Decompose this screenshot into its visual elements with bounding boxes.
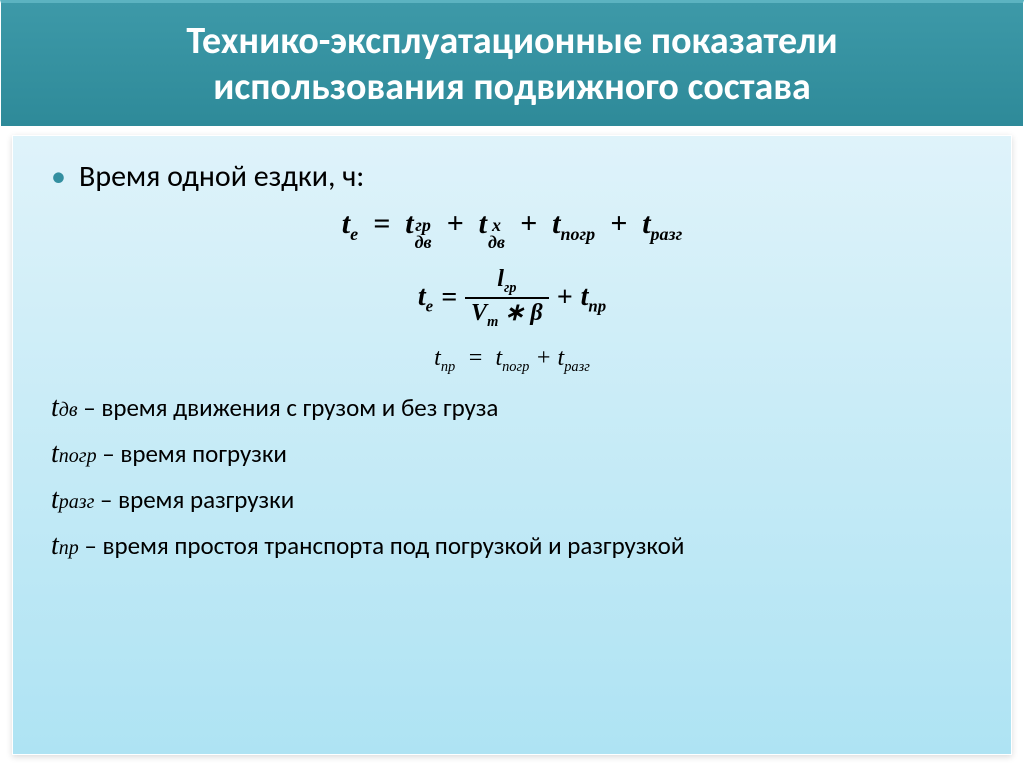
- definitions-list: tдв – время движения с грузом и без груз…: [51, 392, 973, 562]
- formula-block: tе = tгрдв + txдв + tпогр + tразг tе = l…: [51, 207, 973, 376]
- fraction: lгр Vт ∗ β: [465, 266, 549, 331]
- bullet-item: •Время одной ездки, ч:: [51, 158, 973, 195]
- formula-3: tпр = tпогр + tразг: [51, 345, 973, 376]
- formula-2: tе = lгр Vт ∗ β + tпр: [51, 266, 973, 345]
- bullet-text: Время одной ездки, ч:: [79, 158, 364, 195]
- definition-item: tпр – время простоя транспорта под погру…: [51, 530, 973, 562]
- title-line-2: использования подвижного состава: [213, 64, 811, 110]
- definition-item: tразг – время разгрузки: [51, 484, 973, 516]
- slide-title: Технико-эксплуатационные показатели испо…: [0, 0, 1024, 127]
- formula-1: tе = tгрдв + txдв + tпогр + tразг: [51, 207, 973, 250]
- definition-item: tпогр – время погрузки: [51, 438, 973, 470]
- content-area: •Время одной ездки, ч: tе = tгрдв + txдв…: [12, 135, 1012, 755]
- title-line-1: Технико-эксплуатационные показатели: [186, 18, 837, 64]
- definition-item: tдв – время движения с грузом и без груз…: [51, 392, 973, 424]
- bullet-marker: •: [51, 158, 79, 195]
